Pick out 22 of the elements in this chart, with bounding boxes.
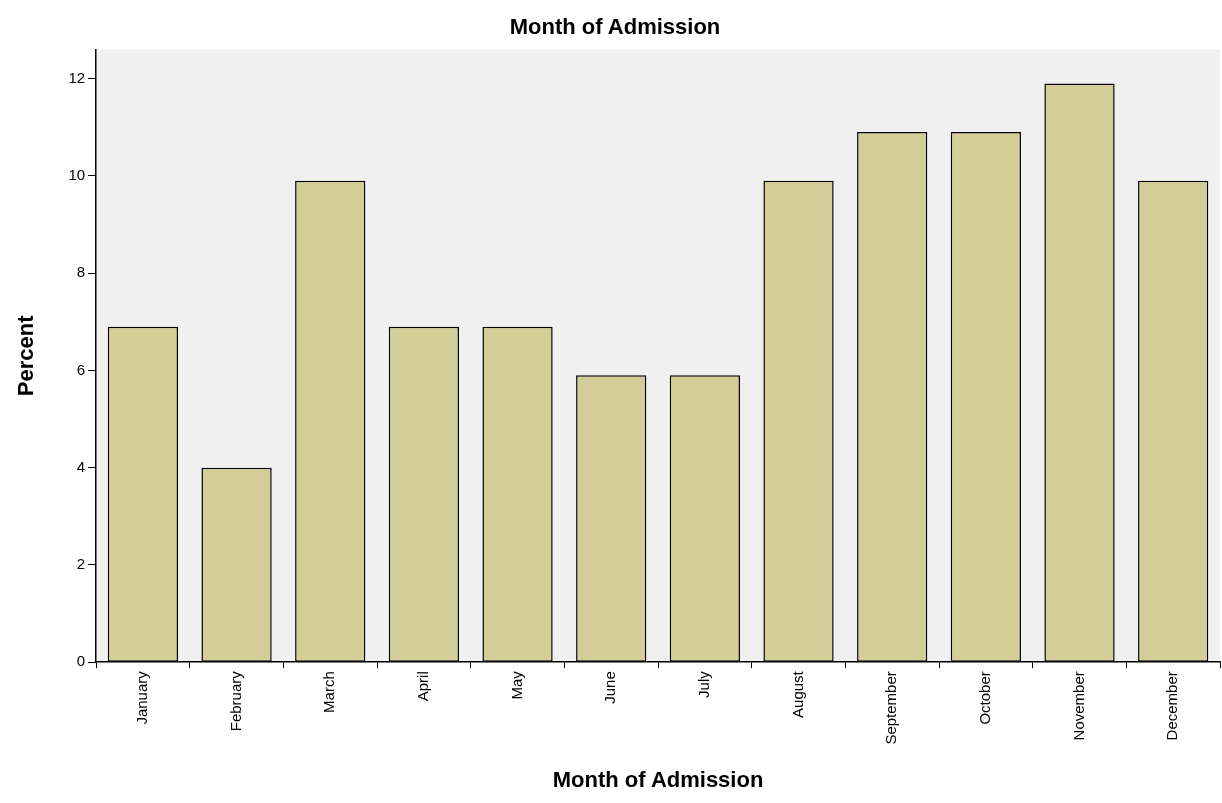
y-tick-label: 4 <box>76 457 86 475</box>
x-tick-label: July <box>695 670 713 698</box>
chart-title: Month of Admission <box>509 14 721 40</box>
x-tick-label: November <box>1069 671 1087 741</box>
y-tick-label: 6 <box>76 360 86 378</box>
x-tick-label: December <box>1163 671 1181 741</box>
y-axis-title: Percent <box>13 314 39 397</box>
y-tick-label: 10 <box>68 166 86 183</box>
y-tick-label: 12 <box>68 68 86 86</box>
x-tick-label: May <box>507 670 525 700</box>
y-tick-label: 8 <box>76 263 86 281</box>
y-tick-label: 0 <box>76 652 86 670</box>
x-tick-label: September <box>882 671 900 745</box>
x-tick-label: June <box>601 671 619 704</box>
x-tick-label: February <box>226 670 244 732</box>
x-tick-label: October <box>975 671 993 725</box>
x-tick-label: April <box>414 671 432 702</box>
x-axis-title: Month of Admission <box>552 766 764 792</box>
x-tick-label: August <box>788 670 806 718</box>
y-tick-label: 2 <box>76 555 86 573</box>
x-tick-label: January <box>133 670 151 725</box>
x-tick-label: March <box>320 671 338 713</box>
